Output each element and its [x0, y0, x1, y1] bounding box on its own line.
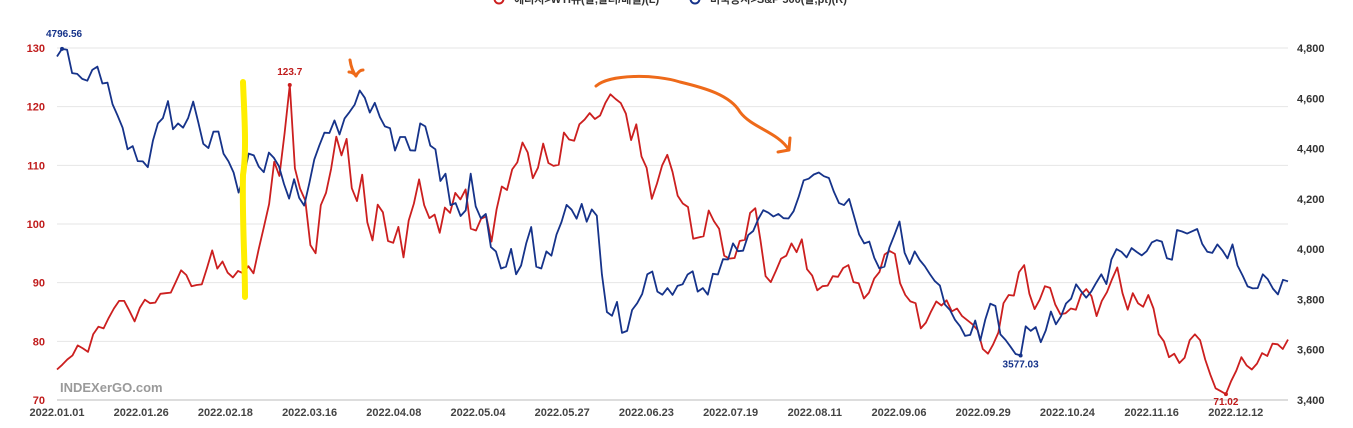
y-left-tick-label: 130 [27, 43, 45, 55]
x-tick-label: 2022.12.12 [1208, 407, 1263, 419]
x-tick-label: 2022.02.18 [198, 407, 253, 419]
sp500-min-label: 3577.03 [1003, 359, 1040, 370]
legend-label-sp500: 미국증시>S&P 500(달,pt)(R) [710, 0, 847, 6]
y-right-tick-label: 4,400 [1297, 144, 1325, 156]
y-right-tick-label: 3,800 [1297, 294, 1325, 306]
legend-label-wti: 에너지>WTI유(달,달러/배럴)(L) [514, 0, 659, 6]
x-tick-label: 2022.08.11 [788, 407, 842, 419]
y-left-tick-label: 80 [33, 336, 45, 348]
x-axis: 2022.01.01 2022.01.26 2022.02.18 2022.03.16… [29, 407, 1263, 419]
x-tick-label: 2022.01.26 [114, 407, 169, 419]
x-tick-label: 2022.06.23 [619, 407, 674, 419]
y-right-tick-label: 3,400 [1297, 395, 1325, 407]
y-right-tick-label: 4,200 [1297, 194, 1325, 206]
gridlines [57, 47, 1288, 401]
y-left-tick-label: 90 [33, 278, 45, 290]
x-tick-label: 2022.07.19 [703, 407, 758, 419]
y-right-tick-label: 4,000 [1297, 244, 1325, 256]
series-line-sp500 [56, 48, 1289, 357]
sp500-min-point [1018, 353, 1023, 358]
wti-min-point [1223, 392, 1228, 397]
x-tick-label: 2022.04.08 [366, 407, 421, 419]
legend-marker-sp500 [689, 0, 701, 5]
x-tick-label: 2022.11.16 [1124, 407, 1178, 419]
y-right-tick-label: 3,600 [1297, 345, 1325, 357]
y-right-tick-label: 4,800 [1297, 43, 1325, 55]
yellow-highlight-mark [239, 79, 249, 300]
sp500-max-label: 4796.56 [46, 29, 83, 40]
y-axis-right: 3,400 3,600 3,800 4,000 4,200 4,400 4,600 4,800 [1297, 43, 1325, 407]
y-left-tick-label: 110 [27, 160, 45, 172]
x-tick-label: 2022.10.24 [1040, 407, 1096, 419]
orange-curved-arrow [594, 74, 792, 154]
wti-max-point [287, 82, 292, 87]
x-tick-label: 2022.09.29 [956, 407, 1011, 419]
y-right-tick-label: 4,600 [1297, 93, 1325, 105]
x-tick-label: 2022.05.27 [535, 407, 590, 419]
wti-max-label: 123.7 [277, 67, 302, 78]
watermark: INDEXerGO.com [60, 380, 163, 395]
y-left-tick-label: 100 [27, 219, 45, 231]
y-left-tick-label: 70 [33, 395, 45, 407]
y-axis-left: 70 80 90 100 110 120 130 [27, 43, 45, 407]
orange-arrow-down [347, 58, 365, 78]
sp500-max-point [60, 46, 65, 51]
plot-area [56, 48, 1289, 396]
annotations-layer: 123.7 71.02 4796.56 3577.03 [46, 29, 1239, 408]
x-tick-label: 2022.03.16 [282, 407, 337, 419]
y-left-tick-label: 120 [27, 102, 45, 114]
x-tick-label: 2022.09.06 [871, 407, 926, 419]
legend-marker-wti [493, 0, 505, 5]
x-tick-label: 2022.05.04 [450, 407, 506, 419]
x-tick-label: 2022.01.01 [29, 407, 84, 419]
wti-min-label: 71.02 [1213, 397, 1238, 408]
legend: 에너지>WTI유(달,달러/배럴)(L) 미국증시>S&P 500(달,pt)(… [493, 0, 847, 6]
